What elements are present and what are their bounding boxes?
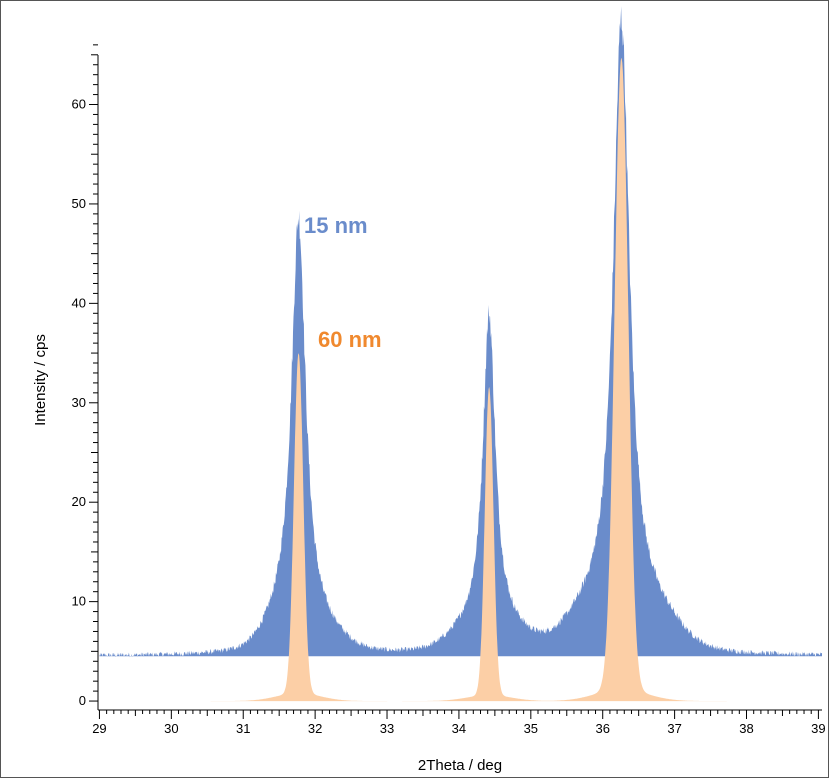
y-tick-label: 30	[72, 395, 86, 410]
x-tick-label: 31	[236, 721, 250, 736]
series-label-15-nm: 15 nm	[304, 213, 368, 238]
series-layer	[99, 6, 822, 702]
y-tick-label: 60	[72, 97, 86, 112]
labels-layer: 15 nm 60 nm	[304, 213, 382, 352]
x-tick-label: 30	[164, 721, 178, 736]
x-axis-title: 2Theta / deg	[418, 757, 502, 774]
y-tick-label: 0	[79, 693, 86, 708]
x-tick-label: 32	[308, 721, 322, 736]
y-axis-title: Intensity / cps	[32, 334, 49, 426]
x-tick-label: 34	[452, 721, 466, 736]
x-tick-label: 37	[667, 721, 681, 736]
x-tick-label: 35	[524, 721, 538, 736]
axes-layer: 0 10 20 30 40 50 60 29 30 31 32 33 34 35 36 37 38 39 2Thet…	[32, 44, 826, 774]
y-tick-label: 50	[72, 196, 86, 211]
series-area-15-nm	[99, 6, 822, 658]
series-label-60-nm: 60 nm	[318, 327, 382, 352]
x-tick-label: 33	[380, 721, 394, 736]
x-tick-label: 38	[739, 721, 753, 736]
x-tick-label: 39	[811, 721, 825, 736]
series-area-60-nm	[99, 58, 822, 702]
y-tick-label: 20	[72, 494, 86, 509]
x-tick-label: 29	[92, 721, 106, 736]
x-tick-label: 36	[595, 721, 609, 736]
y-tick-label: 40	[72, 295, 86, 310]
y-tick-label: 10	[72, 594, 86, 609]
